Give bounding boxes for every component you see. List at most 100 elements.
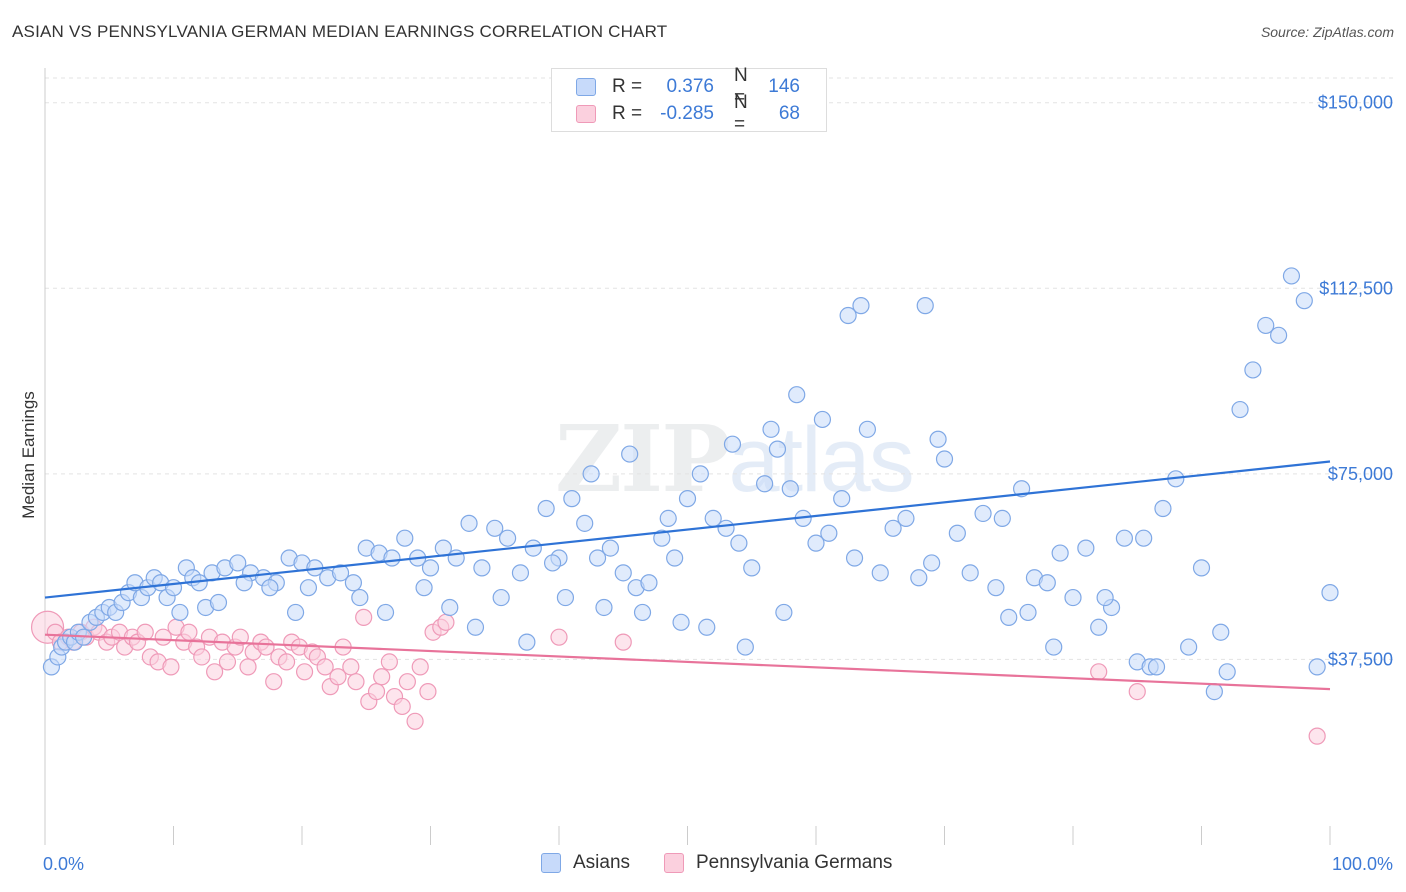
asians-point [518, 633, 536, 651]
pa-germans-point [1308, 727, 1326, 745]
asians-swatch [576, 78, 596, 96]
pa-germans-point [342, 658, 360, 676]
asians-point [261, 579, 279, 597]
asians-point [511, 564, 530, 582]
asians-point [691, 465, 709, 483]
asians-point [993, 509, 1011, 528]
trend-lines [44, 460, 1331, 691]
asians-point [473, 559, 491, 577]
asians-point [1308, 658, 1326, 676]
pa-germans-point [136, 623, 154, 641]
legend-row-pa-germans: R = -0.285 N = 68 [576, 92, 800, 135]
pa-germans-point [398, 673, 416, 691]
pa-germans-point [277, 653, 296, 671]
pa-germans-point [154, 628, 172, 646]
pa-germans-point [347, 673, 365, 691]
asians-point [486, 519, 504, 537]
pa-germans-point [367, 682, 386, 701]
asians-point [755, 475, 774, 493]
pa-germans-point [614, 633, 632, 651]
legend-item-asians[interactable]: Asians [541, 852, 630, 874]
asians-point [331, 564, 350, 582]
asians-point [923, 554, 941, 572]
asians-point [974, 504, 992, 523]
asians-point [820, 524, 838, 542]
asians-point [588, 549, 607, 567]
asians-point [229, 554, 247, 572]
asians-point [556, 588, 575, 607]
pa-germans-point [373, 668, 391, 686]
asians-point [576, 514, 594, 532]
asians-point [1192, 559, 1211, 577]
asians-point [768, 440, 787, 458]
legend-item-pa-germans[interactable]: Pennsylvania Germans [664, 852, 892, 874]
asians-point [1090, 618, 1108, 636]
y-tick-label: $112,500 [1319, 278, 1393, 298]
asians-point [299, 579, 318, 597]
asians-point [916, 297, 934, 315]
asians-point [1295, 292, 1313, 310]
asians-point [383, 549, 401, 567]
asians-point [871, 564, 889, 582]
legend-r-value: -0.285 [660, 103, 714, 124]
asians-point [492, 588, 510, 607]
asians-point [987, 579, 1005, 597]
asians-point [421, 559, 440, 577]
asians-point [1147, 658, 1166, 676]
axes [44, 68, 1331, 845]
pa-germans-trend-line [44, 633, 1331, 691]
asians-point [961, 564, 979, 582]
asians-point [344, 574, 362, 592]
asians-point [351, 588, 369, 607]
pa-germans-swatch [576, 105, 596, 123]
asians-point [717, 519, 735, 537]
asians-point [743, 559, 761, 577]
asians-point [852, 297, 870, 315]
pa-germans-point [180, 623, 198, 641]
asians-point [286, 603, 305, 622]
asians-point [1212, 623, 1230, 641]
source-label: Source: ZipAtlas.com [1260, 24, 1394, 40]
asians-point [935, 450, 954, 468]
asians-trend-line [44, 460, 1331, 599]
asians-point [659, 509, 677, 528]
asians-legend-label: Asians [573, 852, 631, 873]
legend-row-asians: R = 0.376 N = 146 [576, 65, 800, 108]
pa-germans-point [218, 653, 237, 671]
pa-germans-point [411, 658, 429, 676]
asians-point [582, 465, 600, 483]
asians-point [653, 529, 671, 547]
pa-germans-point [329, 668, 347, 686]
asians-point [1321, 584, 1339, 602]
y-tick-label: $75,000 [1328, 464, 1393, 484]
pa-germans-legend-label: Pennsylvania Germans [696, 852, 893, 873]
series-legend: Asians Pennsylvania Germans [0, 852, 1406, 878]
pa-germans-point [1128, 682, 1146, 701]
asians-point [601, 539, 620, 557]
pa-germans-point [193, 648, 211, 666]
asians-point [897, 509, 915, 528]
asians-point [762, 420, 780, 438]
legend-n-label: N = [734, 65, 748, 108]
asians-point [1115, 529, 1134, 547]
asians-point [209, 593, 228, 612]
asians-point [235, 574, 253, 592]
pa-germans-point [316, 658, 334, 676]
asians-point [1135, 529, 1153, 547]
asians-point [736, 638, 754, 656]
pa-germans-point [162, 658, 180, 676]
asians-point [537, 499, 555, 518]
legend-n-value: 68 [778, 103, 800, 124]
asians-point [1218, 663, 1236, 681]
axis-labels: $37,500 $75,000 $112,500 $150,000 0.0% 100.0% [43, 93, 1393, 874]
legend-r-value: 0.376 [666, 76, 714, 97]
x-tick-label-right: 100.0% [1332, 854, 1393, 874]
asians-point [1205, 682, 1223, 701]
asians-point [441, 598, 459, 617]
legend-r-label: R = [612, 103, 643, 124]
pa-germans-point [231, 628, 249, 646]
pa-germans-point [355, 608, 373, 626]
asians-point [1045, 638, 1063, 656]
asians-point [775, 603, 793, 622]
asians-point [543, 554, 562, 572]
